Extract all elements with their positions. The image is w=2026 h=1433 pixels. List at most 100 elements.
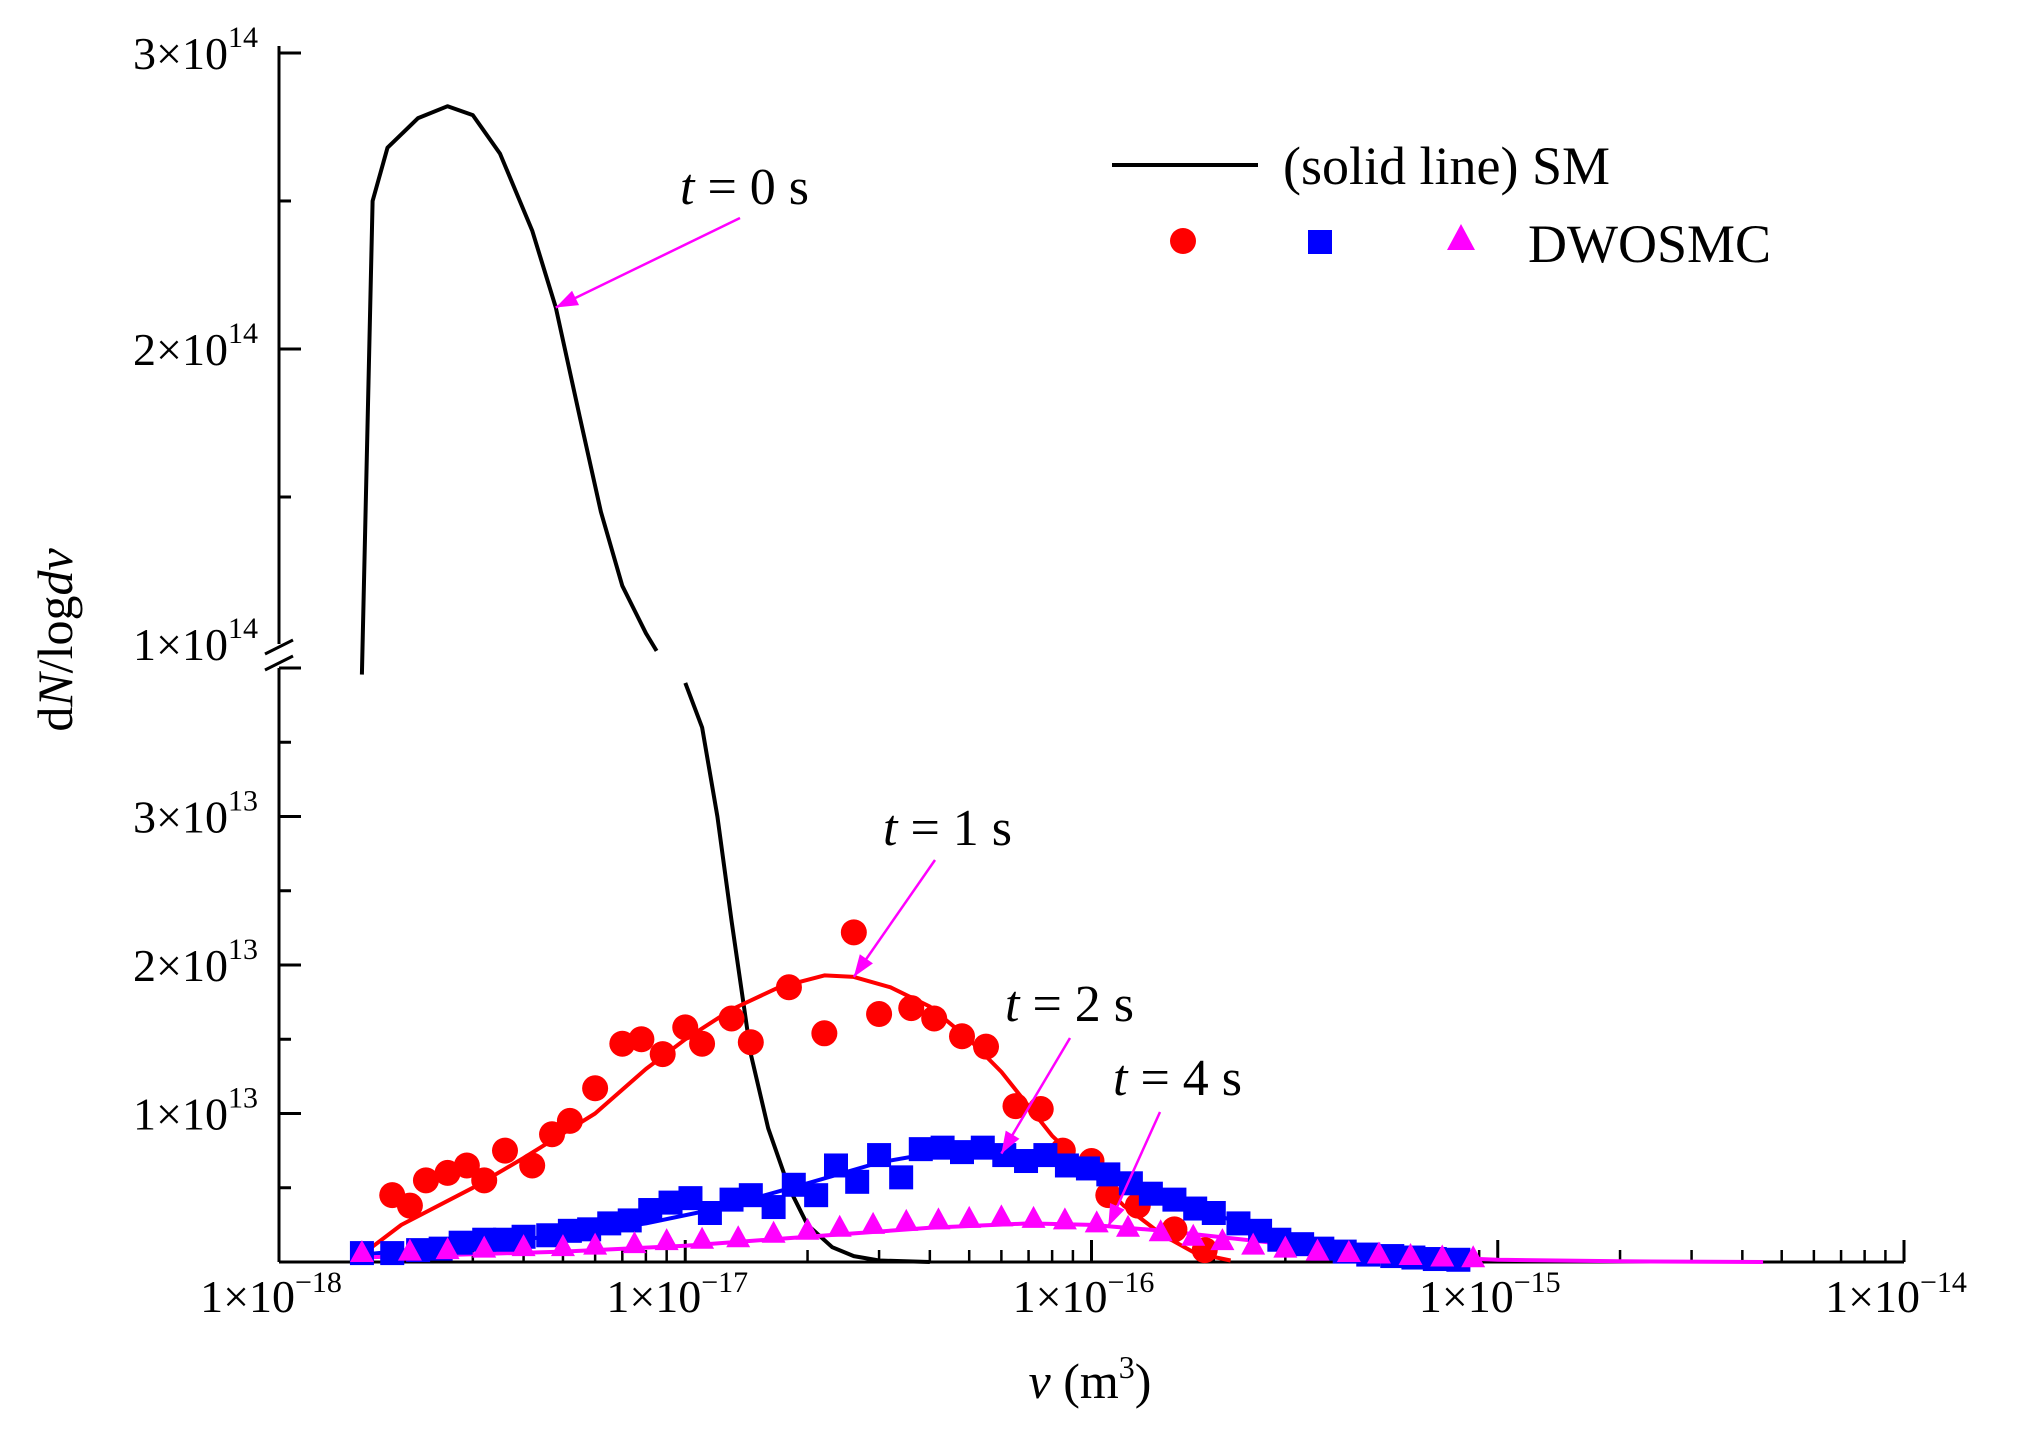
series-line (683, 682, 930, 1264)
data-point-circle (718, 1005, 745, 1032)
data-point-square (845, 1169, 870, 1194)
data-point-triangle (795, 1217, 820, 1240)
legend-square-swatch (1308, 230, 1332, 254)
axis-break-mark (264, 654, 294, 672)
data-point-square (1201, 1200, 1226, 1225)
x-tick-label: 1×10−15 (1419, 1266, 1561, 1322)
data-point-square (380, 1241, 405, 1266)
data-point-triangle (894, 1208, 919, 1231)
data-point-square (536, 1223, 561, 1248)
data-point-circle (491, 1137, 518, 1164)
data-point-square (889, 1165, 914, 1190)
data-point-square (950, 1140, 975, 1165)
axis-break-mark (264, 638, 294, 656)
annotation-label: t = 0 s (680, 159, 809, 216)
data-point-triangle (622, 1231, 647, 1254)
data-point-triangle (583, 1232, 608, 1255)
data-point-circle (737, 1029, 764, 1056)
annotation-arrow (1000, 1037, 1072, 1155)
data-point-triangle (654, 1228, 679, 1251)
data-point-square (1138, 1181, 1163, 1206)
data-point-square (638, 1198, 663, 1223)
data-point-circle (775, 974, 802, 1001)
data-point-square (1075, 1156, 1100, 1181)
y-tick-label: 1×1014 (133, 612, 258, 670)
annotation-arrowhead (1108, 1203, 1125, 1227)
data-point-triangle (1084, 1210, 1109, 1233)
series-lines (359, 104, 1764, 1264)
annotation-arrowhead (853, 954, 873, 977)
data-point-triangle (1116, 1214, 1141, 1237)
data-point-circle (973, 1033, 1000, 1060)
annotation-label: t = 1 s (883, 800, 1012, 857)
data-point-triangle (511, 1234, 536, 1257)
data-point-circle (453, 1152, 480, 1179)
data-point-circle (556, 1107, 583, 1134)
data-point-square (597, 1211, 622, 1236)
data-point-triangle (1241, 1232, 1266, 1255)
data-point-triangle (472, 1235, 497, 1258)
x-tick-label: 1×10−16 (1013, 1266, 1155, 1322)
data-point-triangle (1210, 1228, 1235, 1251)
y-tick-label: 3×1013 (133, 785, 258, 843)
data-point-triangle (435, 1237, 460, 1260)
legend-line-label: (solid line) SM (1283, 136, 1610, 196)
data-point-circle (471, 1167, 498, 1194)
data-point-triangle (957, 1205, 982, 1228)
data-point-circle (689, 1030, 716, 1057)
legend-markers-label: DWOSMC (1528, 214, 1771, 274)
data-point-triangle (1366, 1241, 1391, 1264)
data-point-square (1054, 1153, 1079, 1178)
data-point-triangle (397, 1238, 422, 1261)
annotations: t = 0 s t = 1 s t = 2 s t = 4 s (555, 159, 1242, 1227)
data-point-square (823, 1153, 848, 1178)
data-point-circle (866, 1001, 893, 1028)
data-point-circle (412, 1167, 439, 1194)
data-point-square (970, 1135, 995, 1160)
data-point-triangle (989, 1204, 1014, 1227)
data-point-triangle (1052, 1207, 1077, 1230)
data-point-circle (582, 1075, 609, 1102)
y-tick-label: 1×1013 (133, 1082, 258, 1140)
data-point-triangle (761, 1220, 786, 1243)
y-tick-label: 3×1014 (133, 21, 258, 79)
annotation-arrow (555, 216, 741, 309)
data-point-square (738, 1183, 763, 1208)
data-point-triangle (349, 1240, 374, 1263)
data-point-triangle (1398, 1243, 1423, 1266)
data-point-triangle (1021, 1205, 1046, 1228)
data-point-circle (1002, 1093, 1029, 1120)
data-point-circle (396, 1192, 423, 1219)
data-point-square (908, 1137, 933, 1162)
series-markers (349, 919, 1486, 1272)
data-point-circle (1095, 1182, 1122, 1209)
data-point-triangle (861, 1211, 886, 1234)
x-tick-label: 1×10−18 (200, 1266, 342, 1322)
data-point-square (1033, 1143, 1058, 1168)
data-point-triangle (926, 1207, 951, 1230)
data-point-triangle (1461, 1245, 1486, 1268)
data-point-circle (519, 1152, 546, 1179)
data-point-triangle (1148, 1219, 1173, 1242)
data-point-circle (921, 1005, 948, 1032)
data-point-square (867, 1143, 892, 1168)
y-axis-title: dN/logdv (27, 548, 83, 732)
legend-circle-swatch (1170, 228, 1196, 254)
data-point-circle (628, 1026, 655, 1053)
legend-triangle-swatch (1447, 224, 1475, 250)
axes: 1×10−18 1×10−17 1×10−16 1×10−15 1×10−14 1×101… (27, 21, 1967, 1409)
data-point-square (804, 1183, 829, 1208)
data-point-triangle (690, 1226, 715, 1249)
data-point-square (697, 1200, 722, 1225)
annotation-label: t = 2 s (1005, 976, 1134, 1033)
data-point-square (617, 1208, 642, 1233)
annotation-arrowhead (555, 290, 580, 308)
x-tick-label: 1×10−14 (1825, 1266, 1967, 1322)
data-point-circle (811, 1020, 838, 1047)
data-point-triangle (1305, 1238, 1330, 1261)
data-point-circle (840, 919, 867, 946)
series-line (359, 104, 659, 675)
data-point-triangle (1181, 1223, 1206, 1246)
data-point-circle (649, 1041, 676, 1068)
